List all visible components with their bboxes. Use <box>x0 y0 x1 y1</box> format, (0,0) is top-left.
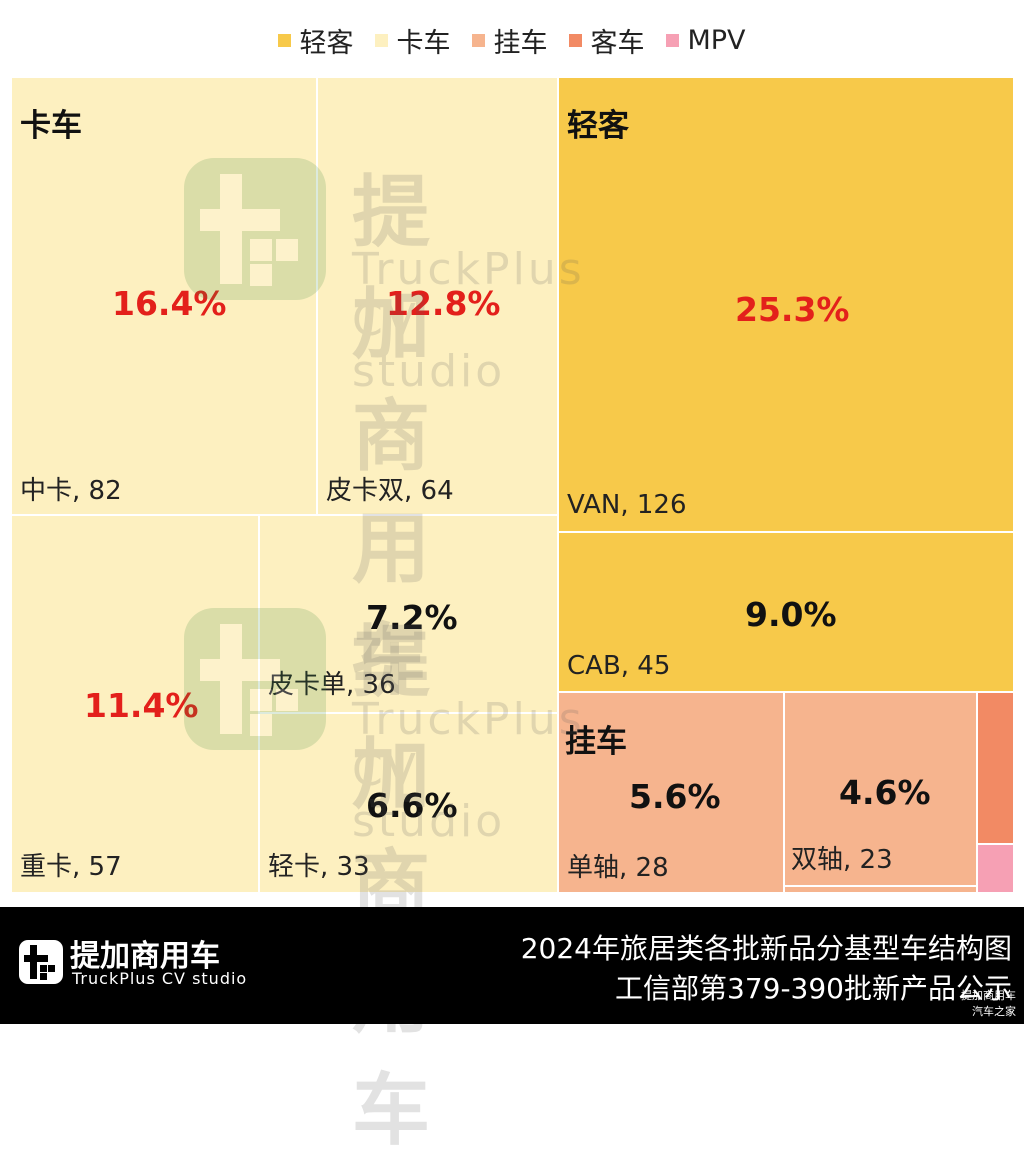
legend-swatch-mpv <box>666 33 680 47</box>
tile-shuangzhou-share: 4.6% <box>839 773 931 812</box>
tile-danzhou-label: 单轴, 28 <box>567 853 669 883</box>
tile-pikashuang-share: 12.8% <box>386 284 501 323</box>
legend-swatch-guache <box>472 33 486 47</box>
legend-item-keche: 客车 <box>569 21 644 60</box>
tile-zhongka-label: 中卡, 82 <box>20 476 122 506</box>
legend-swatch-qingke <box>278 33 292 47</box>
treemap: 16.4% 中卡, 82 12.8% 皮卡双, 64 11.4% 重卡, 57 … <box>10 76 1015 1156</box>
tile-pikadan: 7.2% 皮卡单, 36 <box>258 514 559 714</box>
source-credit-1: 提加商用车 <box>961 989 1016 1002</box>
tile-cab-share: 9.0% <box>745 595 837 634</box>
tile-cab-label: CAB, 45 <box>567 651 671 681</box>
tile-mpv <box>976 843 1015 894</box>
tile-van: 25.3% VAN, 126 <box>557 76 1015 533</box>
tile-qingka-label: 轻卡, 33 <box>268 852 370 882</box>
tile-van-share: 25.3% <box>735 290 850 329</box>
tile-zhongka: 16.4% 中卡, 82 <box>10 76 318 516</box>
tile-pikadan-label: 皮卡单, 36 <box>268 670 396 700</box>
legend-label-mpv: MPV <box>687 24 746 56</box>
tile-zhongka-heavy-share: 11.4% <box>84 686 199 725</box>
brand-logo-icon <box>19 940 63 984</box>
footer-bar: 提加商用车 TruckPlus CV studio 2024年旅居类各批新品分基… <box>0 907 1024 1024</box>
tile-qingka-share: 6.6% <box>366 786 458 825</box>
tile-van-label: VAN, 126 <box>567 490 687 520</box>
tile-qingka: 6.6% 轻卡, 33 <box>258 712 559 894</box>
source-credit-2: 汽车之家 <box>972 1005 1016 1018</box>
legend-label-kache: 卡车 <box>396 27 451 59</box>
tile-pikashuang: 12.8% 皮卡双, 64 <box>316 76 559 516</box>
legend-item-qingke: 轻客 <box>278 21 353 60</box>
chart-title: 2024年旅居类各批新品分基型车结构图 <box>520 932 1012 965</box>
group-label-kache: 卡车 <box>20 108 82 144</box>
group-label-qingke: 轻客 <box>567 108 629 144</box>
brand-name-en: TruckPlus CV studio <box>72 969 248 988</box>
chart-legend: 轻客 卡车 挂车 客车 MPV <box>0 18 1024 62</box>
tile-cab: 9.0% CAB, 45 <box>557 531 1015 693</box>
legend-label-qingke: 轻客 <box>299 27 354 59</box>
tile-shuangzhou: 4.6% 双轴, 23 <box>783 691 978 887</box>
tile-shuangzhou-label: 双轴, 23 <box>791 845 893 875</box>
tile-pikadan-share: 7.2% <box>366 598 458 637</box>
brand-name-cn: 提加商用车 <box>70 939 220 974</box>
tile-keche <box>976 691 1015 845</box>
legend-label-keche: 客车 <box>590 27 645 59</box>
legend-label-guache: 挂车 <box>493 27 548 59</box>
tile-zhongka-heavy: 11.4% 重卡, 57 <box>10 514 260 894</box>
tile-zhongka-share: 16.4% <box>112 284 227 323</box>
legend-item-mpv: MPV <box>666 24 746 56</box>
tile-guache-sliver <box>783 885 978 894</box>
chart-subtitle: 工信部第379-390批新产品公示 <box>615 972 1012 1005</box>
legend-swatch-keche <box>569 33 583 47</box>
legend-swatch-kache <box>375 33 389 47</box>
legend-item-guache: 挂车 <box>472 21 547 60</box>
tile-danzhou: 5.6% 单轴, 28 <box>557 691 785 894</box>
tile-pikashuang-label: 皮卡双, 64 <box>326 476 454 506</box>
legend-item-kache: 卡车 <box>375 21 450 60</box>
tile-zhongka-heavy-label: 重卡, 57 <box>20 852 122 882</box>
group-label-guache: 挂车 <box>565 724 627 760</box>
tile-danzhou-share: 5.6% <box>629 777 721 816</box>
